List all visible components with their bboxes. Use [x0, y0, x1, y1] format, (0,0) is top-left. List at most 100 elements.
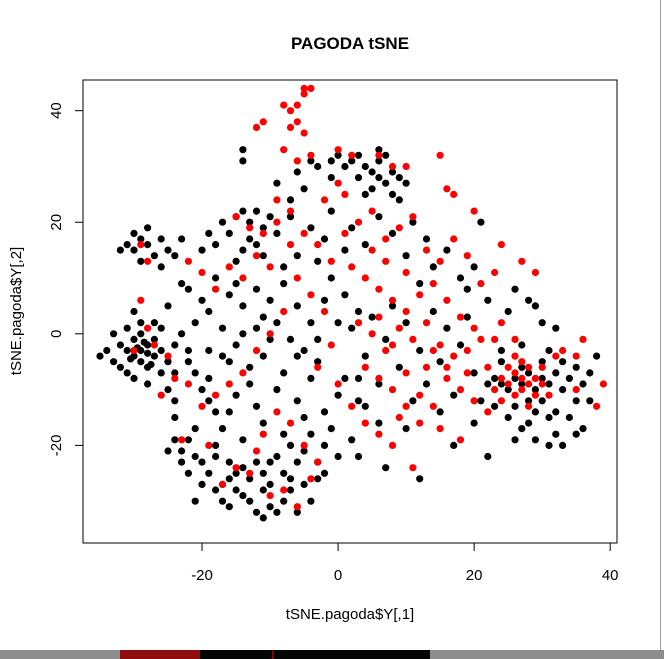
data-point: [232, 257, 240, 265]
data-point: [497, 346, 505, 355]
data-point: [382, 235, 390, 243]
data-point: [518, 380, 526, 388]
data-point: [572, 430, 580, 438]
data-point: [361, 190, 369, 198]
data-point: [259, 469, 267, 477]
data-point: [280, 280, 288, 288]
data-point: [436, 341, 444, 349]
data-point: [164, 352, 172, 360]
data-point: [198, 386, 206, 394]
data-point: [225, 458, 233, 466]
data-point: [341, 291, 349, 299]
data-point: [538, 380, 546, 388]
taskbar-segment: [430, 650, 664, 659]
data-point: [164, 358, 172, 366]
data-point: [191, 319, 199, 327]
data-point: [334, 452, 342, 461]
data-point: [246, 497, 254, 505]
data-point: [334, 391, 342, 399]
data-point: [293, 302, 301, 310]
plot-frame: [82, 79, 618, 544]
data-point: [252, 402, 261, 410]
data-point: [422, 363, 431, 371]
data-point: [354, 397, 363, 405]
data-point: [395, 324, 403, 332]
data-point: [538, 363, 546, 371]
data-point: [491, 402, 499, 410]
data-point: [565, 413, 574, 422]
data-point: [191, 452, 199, 461]
data-point: [212, 441, 220, 449]
data-point: [252, 508, 261, 516]
data-point: [252, 285, 261, 293]
data-point: [484, 408, 492, 416]
data-point: [116, 363, 124, 371]
data-point: [375, 285, 383, 293]
data-point: [436, 358, 444, 366]
data-point: [259, 118, 267, 126]
data-point: [266, 458, 274, 466]
data-point: [212, 274, 220, 282]
data-point: [266, 263, 274, 271]
data-point: [246, 469, 254, 477]
data-point: [586, 397, 594, 405]
data-point: [293, 118, 301, 126]
data-point: [212, 241, 220, 249]
data-point: [157, 324, 165, 332]
data-point: [477, 335, 485, 343]
data-point: [239, 146, 247, 154]
data-point: [334, 146, 342, 154]
data-point: [273, 408, 281, 416]
data-point: [252, 123, 261, 131]
data-point: [572, 386, 580, 394]
data-point: [286, 107, 295, 115]
data-point: [552, 352, 560, 360]
data-point: [375, 313, 383, 321]
data-point: [497, 241, 505, 249]
data-point: [572, 352, 580, 360]
data-point: [212, 486, 220, 494]
data-point: [239, 330, 247, 338]
data-point: [178, 447, 186, 455]
data-point: [266, 296, 274, 304]
data-point: [273, 452, 281, 461]
data-point: [198, 268, 206, 277]
data-point: [443, 296, 451, 304]
data-point: [184, 380, 192, 388]
data-point: [552, 408, 560, 416]
x-axis-label: tSNE.pagoda$Y[,1]: [286, 606, 414, 623]
data-point: [232, 486, 240, 494]
data-point: [137, 319, 145, 327]
data-point: [450, 441, 458, 449]
data-point: [409, 335, 417, 343]
data-point: [341, 229, 349, 237]
data-point: [157, 263, 165, 271]
data-point: [497, 397, 505, 405]
data-point: [218, 480, 227, 488]
data-point: [178, 280, 186, 288]
data-point: [300, 480, 308, 488]
data-point: [178, 436, 186, 444]
data-point: [184, 285, 192, 293]
taskbar-segment: [120, 650, 200, 659]
data-point: [456, 436, 465, 444]
data-point: [205, 346, 213, 355]
data-point: [497, 358, 505, 366]
data-point: [456, 386, 465, 394]
data-point: [579, 425, 587, 433]
data-point: [348, 436, 356, 444]
data-point: [361, 352, 369, 360]
data-point: [144, 224, 152, 232]
data-point: [178, 458, 186, 466]
data-point: [286, 213, 295, 221]
data-point: [470, 369, 478, 377]
data-point: [477, 397, 485, 405]
taskbar-strip: [0, 650, 664, 659]
data-point: [147, 360, 155, 369]
data-point: [232, 213, 240, 221]
data-point: [436, 408, 444, 416]
data-point: [354, 307, 363, 316]
data-point: [280, 369, 288, 377]
data-point: [103, 346, 111, 355]
